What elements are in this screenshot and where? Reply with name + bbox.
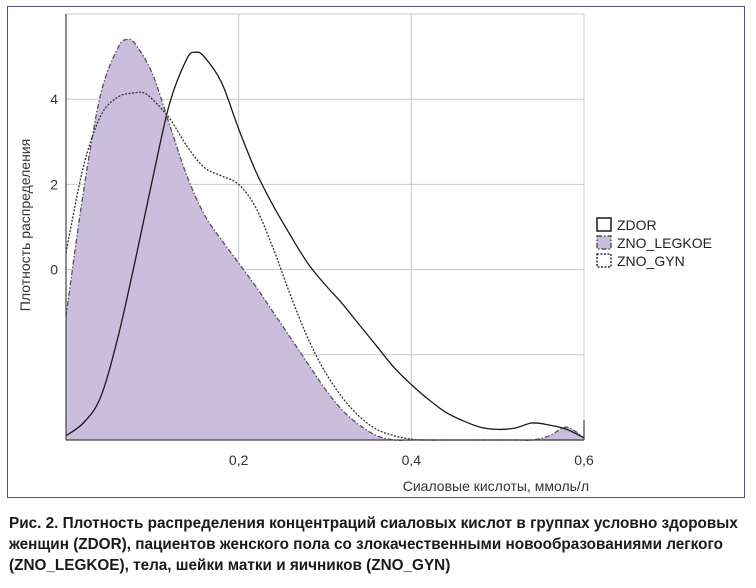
series-line-zdor bbox=[65, 51, 585, 439]
legend-label-zdor: ZDOR bbox=[617, 217, 657, 233]
legend-label-zno-legkoe: ZNO_LEGKOE bbox=[617, 235, 712, 251]
legend-swatch-zno-legkoe bbox=[596, 235, 612, 250]
x-tick-label: 0,6 bbox=[574, 452, 594, 468]
legend-swatch-zno-gyn bbox=[596, 253, 612, 268]
y-tick-label: 0 bbox=[50, 262, 58, 278]
legend-swatch-zdor bbox=[596, 217, 612, 232]
density-chart: 0,2 0,4 0,6 0 2 4 Сиаловые кислоты, ммоль/л П… bbox=[17, 13, 712, 494]
y-tick-label: 4 bbox=[50, 91, 58, 107]
y-axis-title: Плотность распределения bbox=[17, 139, 33, 311]
x-tick-label: 0,4 bbox=[402, 452, 422, 468]
series-area-zno-legkoe bbox=[66, 39, 584, 441]
x-axis-title: Сиаловые кислоты, ммоль/л bbox=[403, 478, 589, 494]
legend: ZDOR ZNO_LEGKOE ZNO_GYN bbox=[596, 217, 712, 269]
axes: 0,2 0,4 0,6 0 2 4 bbox=[50, 14, 594, 468]
y-tick-label: 2 bbox=[50, 176, 58, 192]
legend-label-zno-gyn: ZNO_GYN bbox=[617, 253, 685, 269]
x-tick-label: 0,2 bbox=[229, 452, 249, 468]
figure-caption: Рис. 2. Плотность распределения концентр… bbox=[9, 515, 738, 574]
